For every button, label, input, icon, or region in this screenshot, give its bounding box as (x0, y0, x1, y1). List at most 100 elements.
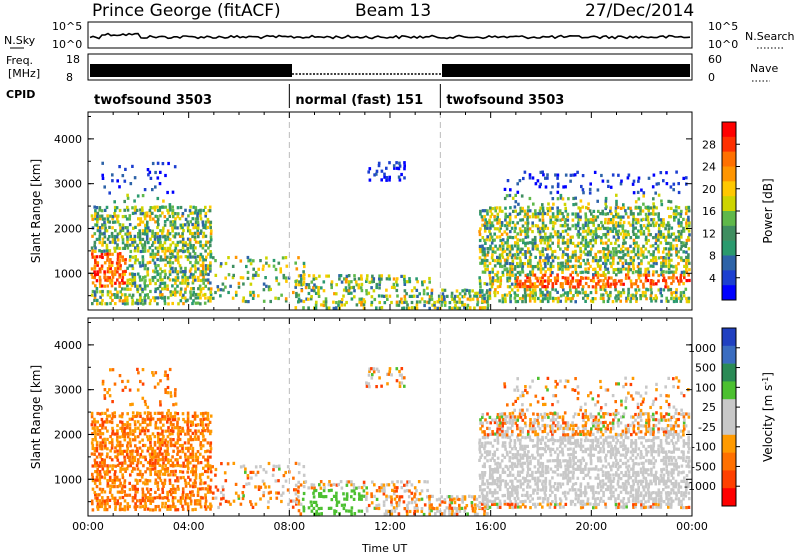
data-cell (489, 491, 492, 495)
data-cell (612, 235, 616, 239)
data-cell (101, 217, 105, 221)
data-cell (674, 215, 678, 219)
data-cell (561, 238, 565, 242)
data-cell (262, 288, 266, 292)
data-cell (650, 291, 653, 295)
data-cell (119, 267, 122, 271)
data-cell (646, 278, 650, 283)
data-cell (171, 290, 175, 294)
data-cell (109, 449, 112, 453)
data-cell (103, 284, 107, 288)
data-cell (511, 485, 515, 489)
data-cell (663, 247, 666, 251)
data-cell (187, 475, 190, 479)
data-cell (199, 269, 202, 274)
data-cell (167, 296, 170, 300)
data-cell (672, 299, 676, 304)
data-cell (534, 215, 538, 219)
data-cell (130, 295, 134, 299)
data-cell (510, 433, 514, 437)
data-cell (159, 229, 162, 233)
data-cell (666, 206, 670, 210)
data-cell (538, 209, 542, 213)
data-cell (480, 453, 484, 457)
data-cell (360, 494, 364, 498)
data-cell (624, 235, 628, 239)
data-cell (667, 270, 671, 275)
data-cell (651, 273, 655, 277)
data-cell (118, 443, 122, 448)
data-cell (144, 240, 147, 244)
data-cell (556, 218, 559, 222)
data-cell (199, 418, 202, 422)
data-cell (508, 212, 512, 216)
data-cell (450, 512, 454, 516)
data-cell (539, 288, 542, 292)
data-cell (501, 426, 504, 431)
data-cell (173, 418, 177, 422)
data-cell (604, 284, 607, 288)
data-cell (685, 238, 689, 242)
data-cell (151, 455, 155, 459)
data-cell (136, 452, 139, 457)
data-cell (313, 486, 316, 490)
data-cell (363, 300, 367, 304)
data-cell (293, 488, 296, 492)
data-cell (173, 235, 177, 239)
data-cell (606, 247, 610, 251)
data-cell (488, 220, 491, 224)
data-cell (123, 272, 127, 276)
data-cell (519, 282, 522, 286)
data-cell (297, 256, 300, 260)
data-cell (103, 499, 107, 503)
data-cell (340, 503, 344, 507)
data-cell (481, 471, 484, 475)
data-cell (532, 215, 535, 219)
data-cell (166, 493, 169, 497)
data-cell (171, 432, 174, 436)
data-cell (614, 209, 618, 213)
data-cell (636, 264, 640, 269)
data-cell (377, 503, 381, 507)
data-cell (496, 270, 500, 274)
data-cell (168, 214, 172, 218)
data-cell (539, 241, 543, 245)
data-cell (441, 500, 444, 504)
data-cell (498, 206, 502, 210)
data-cell (259, 485, 263, 489)
data-cell (363, 494, 366, 498)
data-cell (519, 247, 522, 251)
data-cell (556, 235, 560, 239)
data-cell (682, 241, 685, 245)
data-cell (619, 206, 623, 210)
data-cell (350, 506, 354, 510)
data-cell (408, 294, 412, 298)
data-cell (101, 499, 104, 503)
data-cell (665, 241, 668, 245)
data-cell (184, 458, 188, 462)
data-cell (669, 200, 673, 204)
data-cell (206, 449, 209, 453)
data-cell (533, 273, 537, 277)
data-cell (151, 211, 154, 215)
data-cell (562, 215, 565, 219)
data-cell (244, 470, 247, 474)
data-cell (143, 298, 147, 302)
data-cell (179, 496, 183, 500)
data-cell (496, 485, 500, 489)
data-cell (488, 499, 492, 503)
data-cell (523, 170, 527, 174)
data-cell (128, 243, 132, 247)
data-cell (209, 296, 212, 300)
data-cell (307, 486, 310, 490)
data-cell (99, 455, 102, 459)
data-cell (624, 209, 627, 213)
data-cell (490, 285, 494, 289)
data-cell (156, 231, 159, 236)
data-cell (292, 499, 295, 503)
data-cell (524, 296, 527, 301)
data-cell (174, 258, 178, 262)
data-cell (121, 443, 124, 448)
data-cell (113, 249, 117, 253)
data-cell (498, 433, 502, 437)
